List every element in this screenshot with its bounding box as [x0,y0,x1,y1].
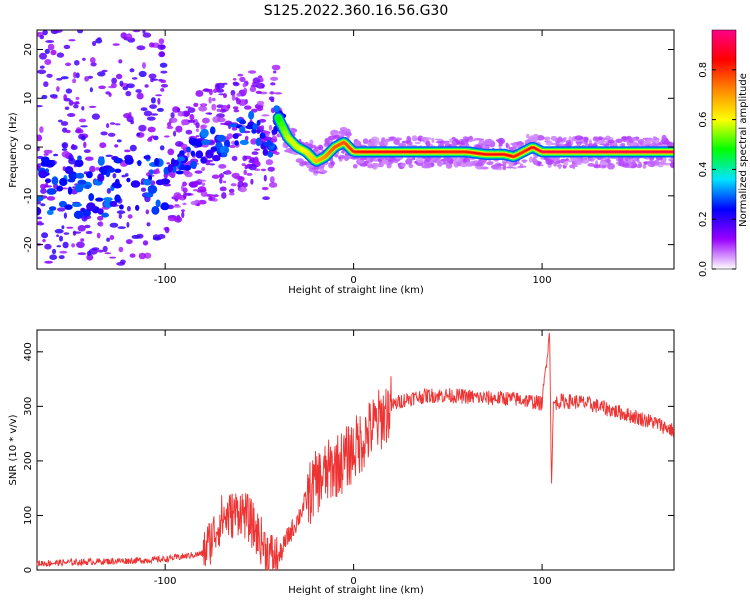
spectrogram-x-label: Height of straight line (km) [288,285,424,296]
y-tick-label: 10 [23,92,34,105]
colorbar-tick-label: 0.8 [698,62,709,78]
colorbar-tick-label: 0.4 [698,161,709,177]
spectrogram-y-axis: -20 -10 0 10 20 [23,43,674,253]
colorbar-tick-label: 0.0 [698,261,709,277]
colorbar-tick-label: 0.2 [698,211,709,227]
y-tick-label: -10 [23,188,34,204]
x-tick-label: 0 [350,576,356,587]
y-tick-label: 0 [23,144,34,150]
spectrogram-x-axis: -100 0 100 [154,30,552,286]
y-tick-label: 0 [23,567,34,573]
x-tick-label: -100 [154,275,177,286]
y-tick-label: 20 [23,43,34,56]
colorbar-axis: 0.0 0.2 0.4 0.6 0.8 [698,62,736,277]
y-tick-label: 300 [23,397,34,416]
x-tick-label: 100 [533,275,552,286]
colorbar-label: Normalized spectral amplitude [738,73,749,227]
snr-panel: -100 0 100 0 100 200 300 400 Height of straigh… [8,329,675,596]
snr-frame [36,329,675,571]
x-tick-label: -100 [154,576,177,587]
x-tick-label: 0 [350,275,356,286]
snr-x-label: Height of straight line (km) [288,585,424,596]
y-tick-label: 400 [23,342,34,361]
colorbar-gradient [711,29,737,270]
figure-title: S125.2022.360.16.56.G30 [264,3,449,19]
snr-y-axis: 0 100 200 300 400 [23,342,674,573]
snr-x-axis: -100 0 100 [154,330,552,587]
colorbar-tick-label: 0.6 [698,112,709,128]
spectrogram-frame [36,29,675,270]
spectrogram-ridge [272,112,674,167]
y-tick-label: -20 [23,236,34,252]
x-tick-label: 100 [533,576,552,587]
colorbar: 0.0 0.2 0.4 0.6 0.8 Normalized spectral ampl… [698,29,749,277]
spectrogram-y-label: Frequency (Hz) [8,112,19,188]
spectrogram-image [37,30,674,266]
snr-y-label: SNR (10 * v/v) [8,414,19,485]
y-tick-label: 100 [23,506,34,525]
y-tick-label: 200 [23,451,34,470]
snr-series-line [36,332,675,571]
